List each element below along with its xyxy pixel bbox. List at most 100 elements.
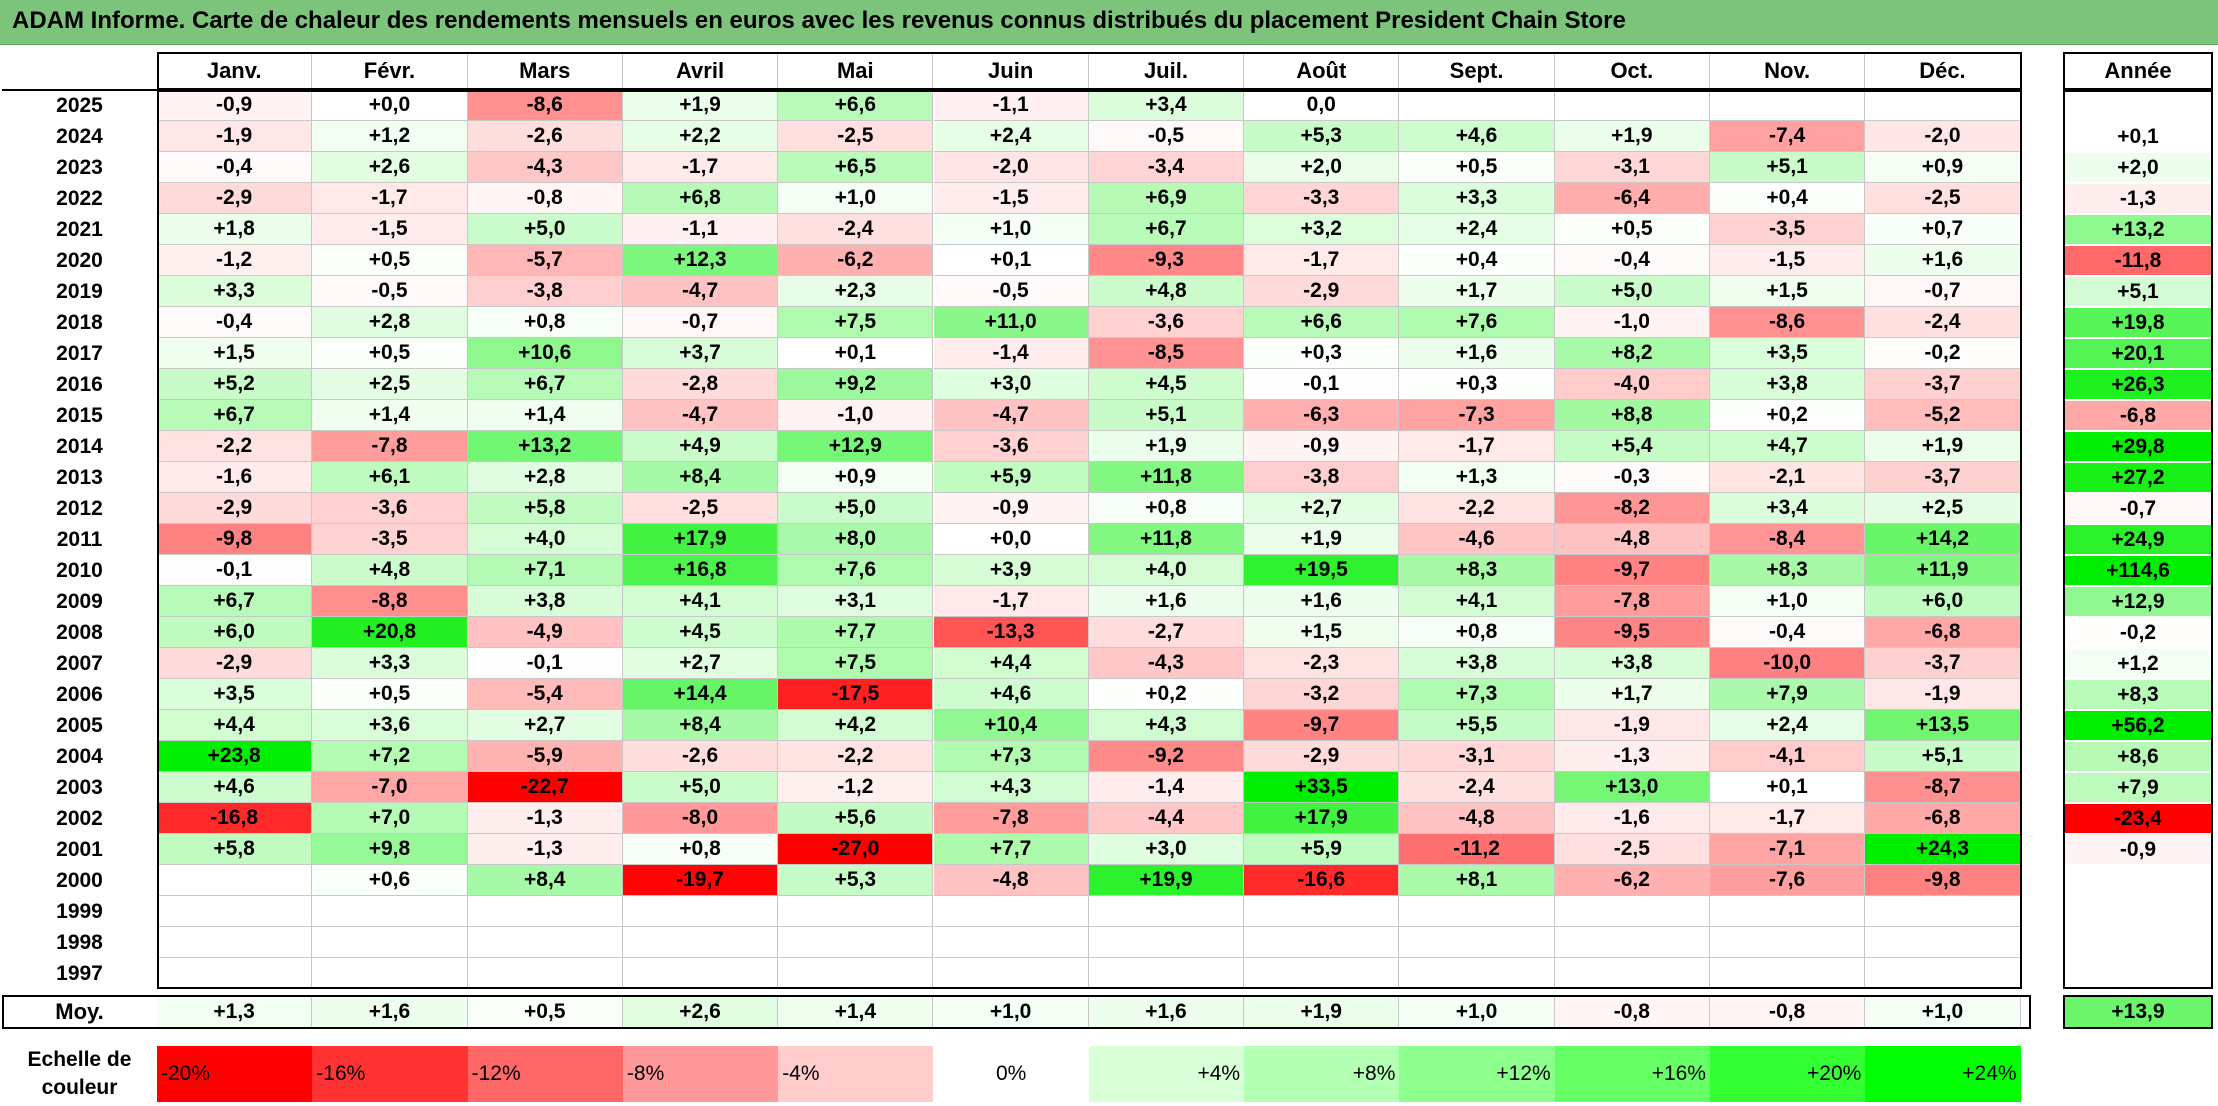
heatmap-cell: +4,4 (933, 648, 1089, 679)
month-header: Mars (467, 52, 623, 90)
heatmap-cell: +1,6 (1088, 586, 1245, 617)
heatmap-cell: +4,3 (1088, 710, 1245, 741)
heatmap-cell: +4,6 (157, 772, 313, 803)
heatmap-cell: +6,7 (1088, 214, 1245, 245)
heatmap-cell (1088, 958, 1245, 989)
heatmap-cell: -2,4 (1399, 772, 1555, 803)
heatmap-cell: -0,7 (622, 307, 779, 338)
heatmap-cell: +0,3 (1399, 369, 1555, 400)
heatmap-cell: +4,0 (467, 524, 623, 555)
average-label: Moy. (55, 999, 104, 1024)
heatmap-cell: -0,7 (1865, 276, 2021, 307)
heatmap-cell: -19,7 (622, 865, 779, 896)
heatmap-cell: -6,2 (778, 245, 934, 276)
average-cell: +1,6 (1088, 995, 1245, 1029)
heatmap-cell: +4,6 (1399, 121, 1555, 152)
scale-swatch: -4% (778, 1046, 934, 1102)
year-column-header: Année (2104, 58, 2172, 83)
heatmap-cell (1865, 896, 2021, 927)
heatmap-cell: +12,9 (778, 431, 934, 462)
heatmap-cell: +0,1 (1710, 772, 1866, 803)
heatmap-cell: -8,8 (312, 586, 468, 617)
average-cell: +1,3 (157, 995, 313, 1029)
heatmap-cell (1399, 958, 1555, 989)
heatmap-cell: -0,5 (312, 276, 468, 307)
heatmap-cell: -1,3 (467, 803, 623, 834)
heatmap-cell (1088, 896, 1245, 927)
heatmap-cell: +19,5 (1244, 555, 1400, 586)
scale-swatch: +24% (1865, 1046, 2021, 1102)
row-year-label: 2007 (56, 651, 103, 675)
heatmap-cell: +3,0 (933, 369, 1089, 400)
row-year-label: 2014 (56, 434, 103, 458)
heatmap-cell: -1,7 (933, 586, 1089, 617)
heatmap-cell: -10,0 (1710, 648, 1866, 679)
heatmap-cell: -1,7 (1399, 431, 1555, 462)
heatmap-cell: -2,5 (778, 121, 934, 152)
heatmap-cell: +5,3 (778, 865, 934, 896)
heatmap-cell: +1,7 (1399, 276, 1555, 307)
row-year-label: 2012 (56, 496, 103, 520)
heatmap-cell: +1,6 (1399, 338, 1555, 369)
heatmap-cell: -0,5 (933, 276, 1089, 307)
heatmap-cell (312, 958, 468, 989)
heatmap-cell: -1,6 (157, 462, 313, 493)
heatmap-cell: -8,7 (1865, 772, 2021, 803)
row-year-label: 2018 (56, 310, 103, 334)
heatmap-cell: +1,9 (622, 90, 779, 121)
heatmap-cell: +2,8 (312, 307, 468, 338)
heatmap-cell (157, 927, 313, 958)
heatmap-cell: -0,8 (467, 183, 623, 214)
heatmap-cell: +4,6 (933, 679, 1089, 710)
heatmap-cell: +1,9 (1244, 524, 1400, 555)
heatmap-cell: -7,3 (1399, 400, 1555, 431)
heatmap-cell: -5,4 (467, 679, 623, 710)
heatmap-cell: -9,2 (1088, 741, 1245, 772)
row-year-label: 2000 (56, 868, 103, 892)
annual-cell: -23,4 (2064, 804, 2212, 833)
heatmap-cell (1554, 927, 1710, 958)
annual-cell: +24,9 (2064, 525, 2212, 554)
heatmap-cell: +6,0 (157, 617, 313, 648)
heatmap-cell: +6,6 (778, 90, 934, 121)
row-year-label: 2002 (56, 806, 103, 830)
heatmap-cell: +6,7 (157, 586, 313, 617)
heatmap-cell: -1,5 (312, 214, 468, 245)
heatmap-cell (1710, 958, 1866, 989)
heatmap-cell: +4,8 (312, 555, 468, 586)
average-cell: -0,8 (1710, 995, 1866, 1029)
heatmap-cell: +2,4 (1710, 710, 1866, 741)
heatmap-cell: -1,4 (1088, 772, 1245, 803)
heatmap-cell: -4,3 (467, 152, 623, 183)
heatmap-cell: +12,3 (622, 245, 779, 276)
heatmap-cell: +3,5 (1710, 338, 1866, 369)
heatmap-cell: +0,3 (1244, 338, 1400, 369)
heatmap-cell: +19,9 (1088, 865, 1245, 896)
heatmap-cell: +5,1 (1710, 152, 1866, 183)
heatmap-cell: -2,7 (1088, 617, 1245, 648)
annual-cell (2064, 91, 2212, 120)
heatmap-cell: -9,5 (1554, 617, 1710, 648)
row-year-label: 2011 (56, 527, 103, 551)
heatmap-cell: -2,5 (1554, 834, 1710, 865)
annual-cell: +0,1 (2064, 122, 2212, 151)
heatmap-cell: -8,6 (1710, 307, 1866, 338)
annual-cell: -11,8 (2064, 246, 2212, 275)
heatmap-cell (1088, 927, 1245, 958)
heatmap-cell: -1,7 (1244, 245, 1400, 276)
heatmap-cell: +0,0 (933, 524, 1089, 555)
heatmap-cell: +4,5 (1088, 369, 1245, 400)
row-year-label: 2013 (56, 465, 103, 489)
annual-cell: +8,6 (2064, 742, 2212, 771)
heatmap-cell: +6,5 (778, 152, 934, 183)
annual-cell: -6,8 (2064, 401, 2212, 430)
heatmap-cell: +5,1 (1088, 400, 1245, 431)
heatmap-cell: +14,4 (622, 679, 779, 710)
heatmap-cell: +4,8 (1088, 276, 1245, 307)
heatmap-cell: +0,6 (312, 865, 468, 896)
heatmap-cell: -3,7 (1865, 462, 2021, 493)
heatmap-cell: -2,4 (778, 214, 934, 245)
heatmap-cell: -1,7 (622, 152, 779, 183)
row-year-label: 2015 (56, 403, 103, 427)
heatmap-cell: +8,8 (1554, 400, 1710, 431)
